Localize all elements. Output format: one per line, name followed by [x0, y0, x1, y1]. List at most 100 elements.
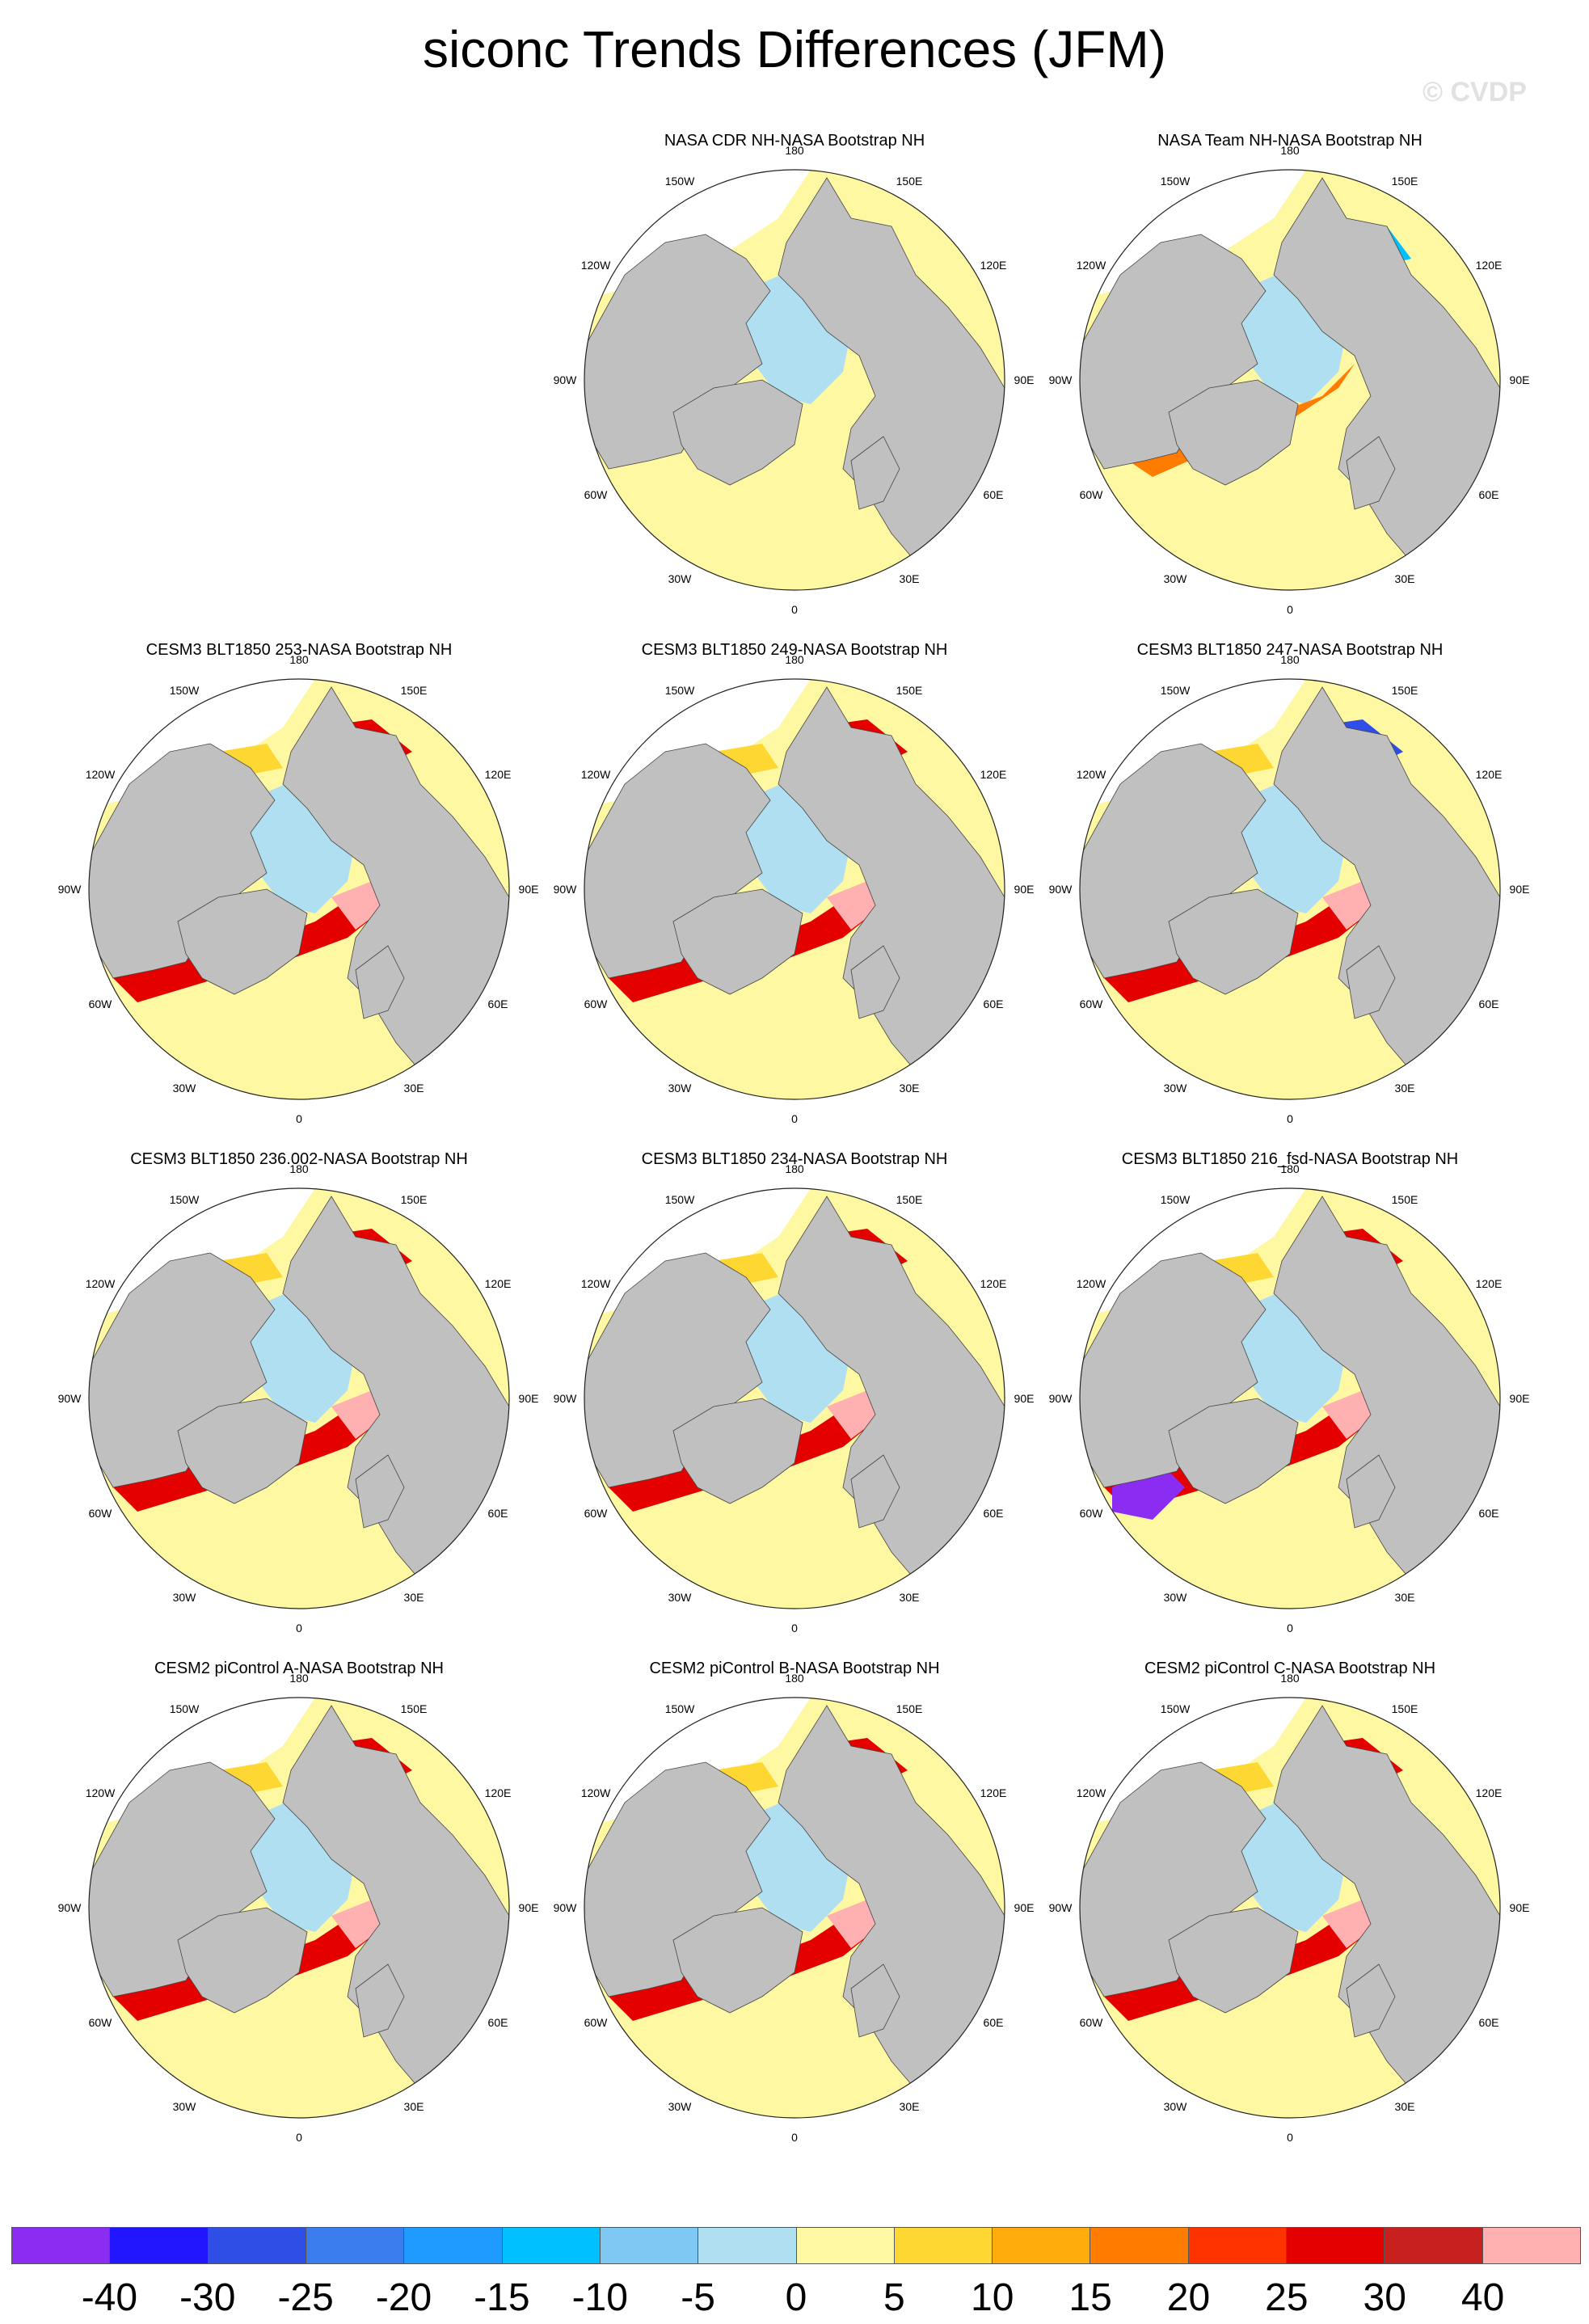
land-mass [355, 1454, 405, 1529]
longitude-label: 150W [1161, 1193, 1191, 1206]
longitude-label: 30E [404, 2100, 424, 2113]
longitude-label: 120E [1476, 259, 1503, 272]
land-mass [1273, 177, 1500, 563]
longitude-label: 30W [173, 1591, 197, 1604]
land-mass [1168, 1907, 1299, 2014]
land-mass [282, 1196, 509, 1581]
longitude-label: 120E [980, 768, 1007, 781]
longitude-label: 60E [1479, 488, 1499, 501]
longitude-label: 30E [900, 1082, 920, 1095]
longitude-label: 60E [488, 1507, 508, 1520]
land-mass [89, 743, 276, 979]
longitude-label: 0 [791, 1622, 798, 1634]
land-mass [282, 1705, 509, 2090]
colorbar-tick-label: 5 [883, 2276, 905, 2319]
longitude-label: 0 [296, 1112, 302, 1125]
longitude-label: 90E [519, 1392, 539, 1405]
longitude-label: 150E [401, 684, 428, 697]
land-mass [584, 743, 771, 979]
longitude-label: 30W [1164, 572, 1188, 585]
panel-title: CESM3 BLT1850 249-NASA Bootstrap NH [642, 641, 948, 659]
longitude-label: 90W [554, 373, 578, 386]
longitude-label: 30E [404, 1082, 424, 1095]
longitude-label: 30W [1164, 1591, 1188, 1604]
longitude-label: 90W [554, 1901, 578, 1914]
map-boundary [88, 678, 510, 1100]
colorbar-swatch [796, 2228, 895, 2263]
longitude-label: 90W [554, 883, 578, 896]
panel-title: CESM3 BLT1850 247-NASA Bootstrap NH [1137, 641, 1444, 659]
longitude-label: 60E [984, 998, 1004, 1010]
land-mass [355, 1963, 405, 2038]
map-panels: NASA CDR NH-NASA Bootstrap NH180150E120E… [58, 132, 1530, 2144]
map-boundary [88, 1697, 510, 2119]
colorbar-swatch [12, 2228, 111, 2263]
longitude-label: 30E [1395, 1591, 1415, 1604]
longitude-label: 0 [791, 1112, 798, 1125]
longitude-label: 0 [1287, 2131, 1293, 2144]
longitude-label: 180 [1280, 1162, 1300, 1175]
longitude-label: 30W [668, 1082, 693, 1095]
longitude-label: 120E [485, 1277, 512, 1290]
land-mass [672, 1398, 803, 1504]
longitude-label: 0 [791, 603, 798, 616]
longitude-label: 60W [584, 488, 609, 501]
longitude-label: 120W [581, 768, 611, 781]
map-boundary [1079, 169, 1501, 591]
longitude-label: 180 [1280, 144, 1300, 157]
longitude-label: 120E [485, 1786, 512, 1799]
land-mass [1168, 379, 1299, 486]
land-mass [1346, 1454, 1396, 1529]
longitude-label: 150E [1392, 1193, 1418, 1206]
land-mass [177, 1398, 308, 1504]
longitude-label: 60W [1080, 1507, 1104, 1520]
longitude-label: 180 [1280, 1672, 1300, 1685]
colorbar-tick-label: 20 [1166, 2276, 1211, 2319]
panel-title: CESM2 piControl A-NASA Bootstrap NH [154, 1660, 444, 1677]
land-mass [1346, 945, 1396, 1019]
longitude-label: 150W [170, 1702, 200, 1715]
land-mass [778, 1196, 1005, 1581]
longitude-label: 90E [519, 1901, 539, 1914]
map-boundary [584, 678, 1005, 1100]
longitude-label: 30E [900, 572, 920, 585]
longitude-label: 120E [1476, 1277, 1503, 1290]
longitude-label: 30E [1395, 572, 1415, 585]
longitude-label: 180 [785, 1162, 804, 1175]
land-mass [584, 234, 771, 470]
longitude-label: 90W [58, 1392, 82, 1405]
longitude-label: 60W [584, 2016, 609, 2029]
longitude-label: 150E [1392, 1702, 1418, 1715]
longitude-label: 150W [665, 684, 695, 697]
longitude-label: 90E [1510, 883, 1530, 896]
longitude-label: 180 [289, 653, 309, 666]
land-mass [850, 1963, 900, 2038]
longitude-label: 120E [980, 1786, 1007, 1799]
longitude-label: 60W [1080, 2016, 1104, 2029]
longitude-label: 150W [665, 1193, 695, 1206]
colorbar-swatch [698, 2228, 797, 2263]
land-mass [1080, 743, 1267, 979]
longitude-label: 150E [401, 1193, 428, 1206]
longitude-label: 150E [1392, 684, 1418, 697]
map-boundary [88, 1187, 510, 1609]
longitude-label: 90W [1049, 1901, 1073, 1914]
longitude-label: 90E [1014, 1392, 1035, 1405]
map-panel: CESM3 BLT1850 216_fsd-NASA Bootstrap NH1… [1049, 1150, 1530, 1634]
longitude-label: 90E [1510, 1901, 1530, 1914]
longitude-label: 150W [170, 684, 200, 697]
colorbar-tick-label: 10 [971, 2276, 1014, 2319]
colorbar-swatch [404, 2228, 503, 2263]
colorbar-swatch [993, 2228, 1091, 2263]
longitude-label: 60E [984, 488, 1004, 501]
land-mass [672, 1907, 803, 2014]
colorbar-tick-label: 25 [1265, 2276, 1309, 2319]
colorbar-swatch [1482, 2228, 1580, 2263]
land-mass [1346, 1963, 1396, 2038]
